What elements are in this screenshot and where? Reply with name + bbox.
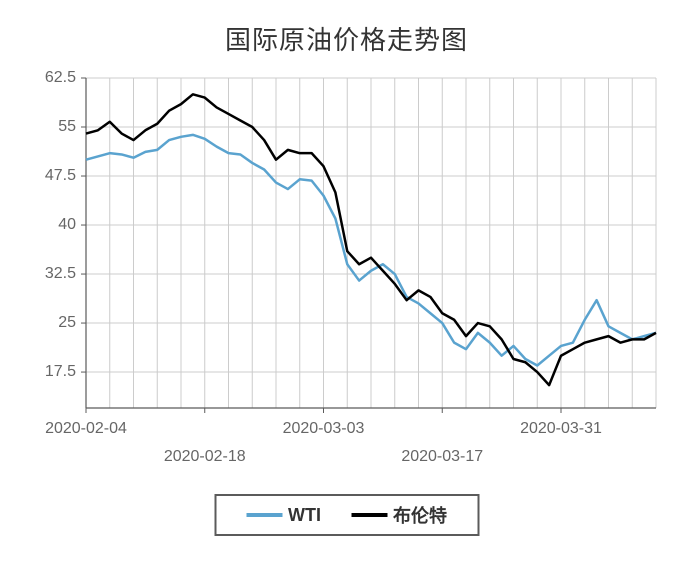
y-tick-label: 17.5	[26, 363, 76, 381]
legend-swatch	[246, 513, 282, 517]
legend-label: WTI	[288, 505, 321, 526]
legend: WTI 布伦特	[214, 494, 479, 536]
x-tick-label-secondary: 2020-03-17	[401, 448, 483, 466]
plot-area: 62.55547.54032.52517.5 2020-02-042020-03…	[86, 78, 656, 408]
legend-swatch	[351, 513, 387, 517]
legend-item: 布伦特	[351, 502, 447, 528]
y-tick-label: 62.5	[26, 69, 76, 87]
y-tick-label: 32.5	[26, 265, 76, 283]
x-tick-label-secondary: 2020-02-18	[164, 448, 246, 466]
x-tick-label: 2020-02-04	[45, 420, 127, 438]
legend-label: 布伦特	[393, 502, 447, 528]
x-tick-label: 2020-03-03	[283, 420, 365, 438]
legend-item: WTI	[246, 505, 321, 526]
plot-svg	[86, 78, 656, 408]
chart-title: 国际原油价格走势图	[0, 0, 693, 57]
y-tick-label: 25	[26, 314, 76, 332]
y-tick-label: 55	[26, 118, 76, 136]
x-tick-label: 2020-03-31	[520, 420, 602, 438]
chart-container: 国际原油价格走势图 62.55547.54032.52517.5 2020-02…	[0, 0, 693, 567]
y-tick-label: 40	[26, 216, 76, 234]
y-tick-label: 47.5	[26, 167, 76, 185]
